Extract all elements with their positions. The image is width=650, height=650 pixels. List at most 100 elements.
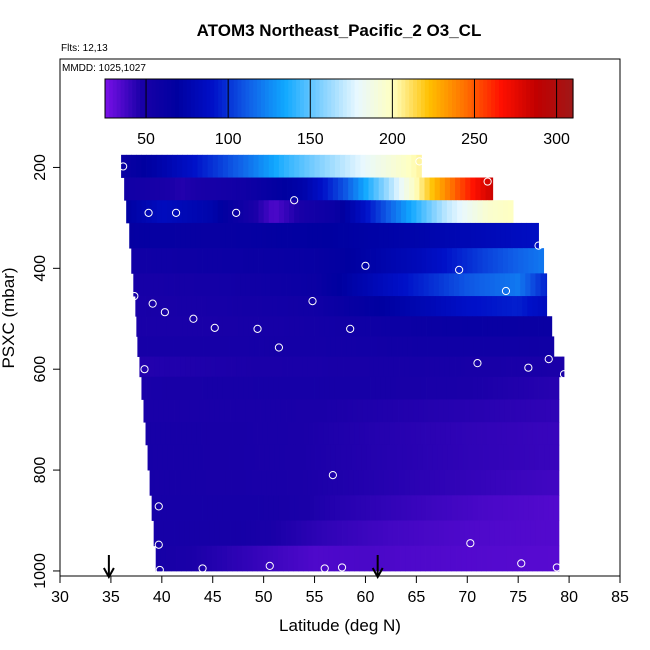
colorbar-tick-label: 200 <box>379 131 406 148</box>
heatmap-cell <box>369 422 376 446</box>
heatmap-cell <box>159 356 166 378</box>
heatmap-cell <box>443 520 450 547</box>
heatmap-cell <box>156 376 163 400</box>
heatmap-cell <box>342 399 348 423</box>
heatmap-cell <box>270 273 277 297</box>
heatmap-cell <box>370 154 377 178</box>
heatmap-cell <box>420 296 426 317</box>
sample-point <box>361 261 370 270</box>
heatmap-cell <box>147 336 154 357</box>
heatmap-cell <box>201 296 208 317</box>
heatmap-cell <box>541 470 548 496</box>
heatmap-cell <box>207 248 214 274</box>
x-tick-label: 50 <box>255 589 273 606</box>
heatmap-cell <box>246 177 252 201</box>
sample-point <box>544 355 553 364</box>
heatmap-cell <box>322 356 329 378</box>
sample-point <box>171 208 181 217</box>
heatmap-cell <box>399 356 405 378</box>
heatmap-cell <box>152 336 159 357</box>
heatmap-cell <box>197 248 203 274</box>
heatmap-cell <box>424 177 430 201</box>
heatmap-cell <box>429 356 436 378</box>
heatmap-cell <box>309 248 315 274</box>
colorbar-segment <box>257 79 262 118</box>
heatmap-cell <box>252 422 258 446</box>
heatmap-cell <box>438 273 445 297</box>
y-tick-label: 1000 <box>32 553 49 589</box>
heatmap-cell <box>355 495 361 521</box>
heatmap-cell <box>383 356 390 378</box>
heatmap-cell <box>492 376 499 400</box>
heatmap-cell <box>220 222 227 249</box>
heatmap-cell <box>279 444 286 471</box>
colorbar-segment <box>151 79 157 118</box>
heatmap-cell <box>431 248 438 274</box>
heatmap-cell <box>290 444 296 471</box>
heatmap-cell <box>301 399 307 423</box>
heatmap-cell <box>319 495 326 521</box>
heatmap-cell <box>426 495 433 521</box>
sample-point <box>253 324 262 333</box>
heatmap-cell <box>233 154 239 178</box>
heatmap-cell <box>424 222 430 249</box>
heatmap-cell <box>164 470 171 496</box>
heatmap-cell <box>182 316 188 337</box>
heatmap-cell <box>353 222 359 249</box>
colorbar-segment <box>300 79 305 118</box>
colorbar <box>104 78 574 119</box>
heatmap-cell <box>416 154 422 178</box>
heatmap-cell <box>431 200 438 224</box>
heatmap-cell <box>246 470 252 496</box>
heatmap-cell <box>556 356 563 378</box>
heatmap-cell <box>324 495 331 521</box>
heatmap-cell <box>169 356 176 378</box>
heatmap-cell <box>231 470 237 496</box>
heatmap-cell <box>485 470 492 496</box>
heatmap-cell <box>381 336 388 357</box>
heatmap-cell <box>480 222 486 249</box>
heatmap-cell <box>190 470 196 496</box>
heatmap-cell <box>207 200 214 224</box>
heatmap-cell <box>263 316 270 337</box>
heatmap-cell <box>421 200 427 224</box>
heatmap-cell <box>270 520 277 547</box>
heatmap-cell <box>271 177 278 201</box>
heatmap-cell <box>497 248 504 274</box>
x-tick-label: 60 <box>357 589 375 606</box>
colorbar-segment <box>140 79 145 118</box>
heatmap-cell <box>238 154 244 178</box>
heatmap-cell <box>430 545 437 572</box>
heatmap-cell <box>352 520 358 547</box>
heatmap-cell <box>284 154 290 178</box>
heatmap-cell <box>141 154 147 178</box>
heatmap-cell <box>365 154 371 178</box>
sample-point <box>346 324 355 333</box>
heatmap-cell <box>306 399 312 423</box>
heatmap-cell <box>441 316 448 337</box>
heatmap-cell <box>210 177 217 201</box>
heatmap-cell <box>180 356 186 378</box>
sample-point <box>534 241 543 250</box>
heatmap-cell <box>356 336 362 357</box>
heatmap-cell <box>326 273 333 297</box>
heatmap-cell <box>375 376 382 400</box>
heatmap-cell <box>432 444 439 471</box>
colorbar-segment <box>237 79 243 118</box>
heatmap-cell <box>246 356 252 378</box>
heatmap-cell <box>239 336 245 357</box>
heatmap-cell <box>230 273 236 297</box>
heatmap-cell <box>289 200 295 224</box>
heatmap-cell <box>394 545 401 572</box>
heatmap-cell <box>389 422 396 446</box>
heatmap-cell <box>360 200 366 224</box>
heatmap-cell <box>209 520 216 547</box>
heatmap-cell <box>288 422 294 446</box>
colorbar-segment <box>530 79 535 118</box>
heatmap-cell <box>250 520 256 547</box>
heatmap-cell <box>449 356 456 378</box>
heatmap-cell <box>457 248 463 274</box>
heatmap-cell <box>416 495 422 521</box>
heatmap-cell <box>493 444 500 471</box>
heatmap-cell <box>187 316 193 337</box>
